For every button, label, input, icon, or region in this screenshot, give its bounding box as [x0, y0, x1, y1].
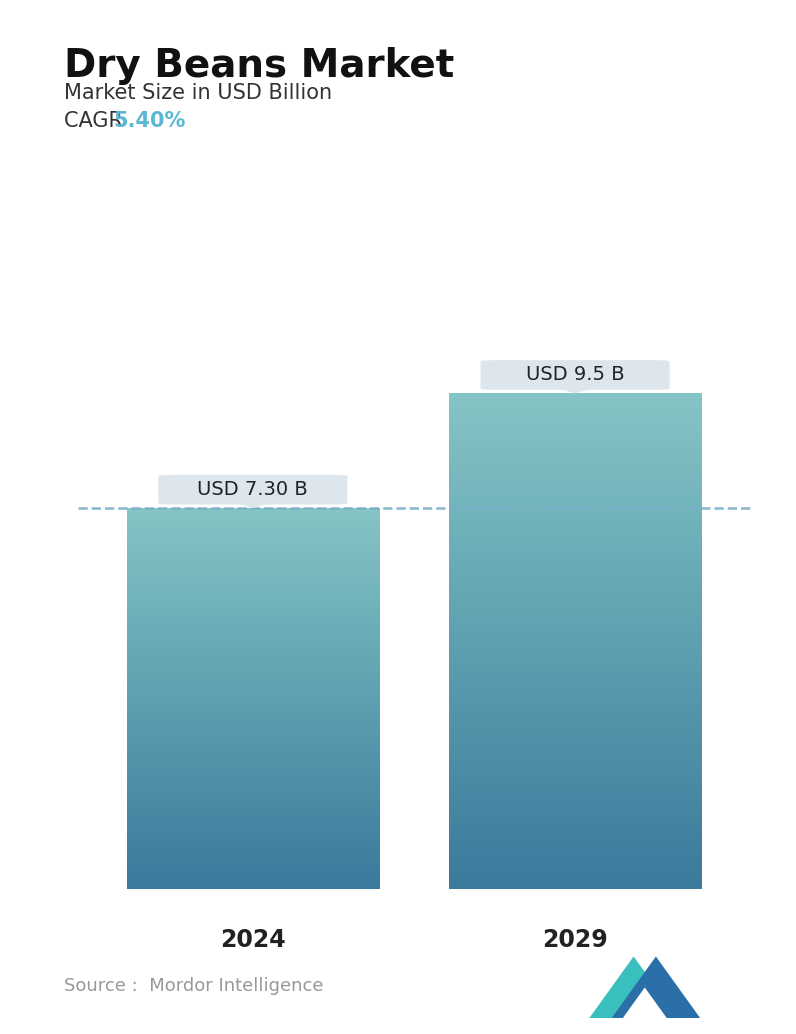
Text: 2029: 2029 — [542, 927, 608, 952]
Polygon shape — [589, 956, 678, 1018]
FancyBboxPatch shape — [158, 475, 347, 505]
Text: 5.40%: 5.40% — [113, 111, 185, 130]
Text: Source :  Mordor Intelligence: Source : Mordor Intelligence — [64, 977, 323, 995]
Text: Market Size in USD Billion: Market Size in USD Billion — [64, 83, 332, 102]
FancyBboxPatch shape — [481, 360, 669, 390]
Text: USD 7.30 B: USD 7.30 B — [197, 480, 308, 499]
Polygon shape — [611, 956, 700, 1018]
Polygon shape — [561, 389, 589, 393]
Polygon shape — [239, 504, 267, 508]
Text: USD 9.5 B: USD 9.5 B — [525, 365, 624, 385]
Text: 2024: 2024 — [220, 927, 286, 952]
Text: Dry Beans Market: Dry Beans Market — [64, 47, 454, 85]
Text: CAGR: CAGR — [64, 111, 129, 130]
Polygon shape — [622, 987, 667, 1018]
